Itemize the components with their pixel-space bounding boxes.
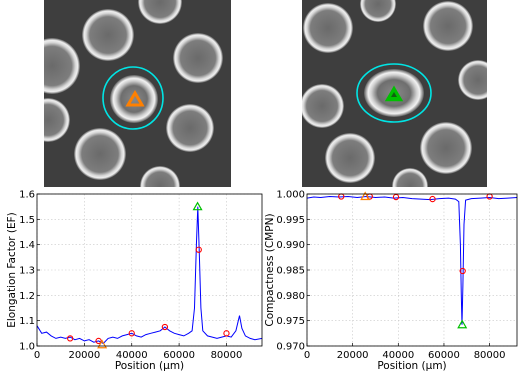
x-tick-label: 20000 <box>68 350 100 361</box>
fiber-cell <box>360 0 396 22</box>
fiber-cell <box>420 122 472 174</box>
green-triangle-marker-inner <box>391 92 397 97</box>
x-tick-label: 20000 <box>337 350 369 361</box>
y-tick-label: 1.000 <box>276 190 305 201</box>
y-tick-label: 0.975 <box>276 316 305 327</box>
red-circle-marker <box>67 335 74 342</box>
fiber-cell <box>44 98 70 142</box>
target-fiber-cell <box>110 75 158 123</box>
left-micrograph <box>44 0 231 187</box>
red-circle-marker <box>128 330 135 337</box>
y-tick-label: 1.1 <box>19 316 35 327</box>
x-tick-label: 0 <box>304 350 310 361</box>
fiber-cell <box>458 60 487 100</box>
x-tick-label: 40000 <box>116 350 148 361</box>
fiber-cell <box>173 33 223 83</box>
y-tick-label: 0.980 <box>276 291 305 302</box>
cyan-outline <box>356 63 432 123</box>
x-axis-label: Position (μm) <box>377 360 446 372</box>
orange-triangle-marker <box>360 191 371 201</box>
y-tick-label: 1.0 <box>19 342 35 353</box>
y-tick-label: 1.4 <box>19 240 35 251</box>
red-circle-marker <box>459 267 466 275</box>
fiber-cell <box>44 38 80 94</box>
y-tick-label: 1.5 <box>19 215 35 226</box>
right-micrograph <box>302 0 487 187</box>
x-tick-label: 0 <box>34 350 40 361</box>
y-tick-label: 0.990 <box>276 240 305 251</box>
x-tick-label: 80000 <box>474 350 506 361</box>
x-axis-label: Position (μm) <box>115 360 184 372</box>
x-tick-label: 80000 <box>211 350 243 361</box>
fiber-cell <box>325 133 375 183</box>
series-line <box>306 195 518 325</box>
green-triangle-marker <box>192 201 203 211</box>
red-circle-marker <box>429 195 436 203</box>
y-tick-label: 1.6 <box>19 190 35 201</box>
fiber-cell <box>74 128 126 180</box>
orange-triangle-marker <box>97 339 108 349</box>
cyan-outline <box>102 66 164 130</box>
fiber-cell <box>303 3 353 53</box>
fiber-cell <box>392 168 428 187</box>
y-tick-label: 1.3 <box>19 266 35 277</box>
y-tick-label: 1.2 <box>19 291 35 302</box>
x-tick-label: 60000 <box>428 350 460 361</box>
red-circle-marker <box>392 193 400 201</box>
y-tick-label: 0.970 <box>276 342 305 353</box>
orange-triangle-marker <box>125 90 145 107</box>
y-axis-label: Elongation Factor (EF) <box>6 212 18 328</box>
fiber-cell <box>166 104 214 152</box>
fiber-cell <box>138 0 182 24</box>
x-tick-label: 60000 <box>163 350 195 361</box>
fiber-cell <box>82 9 134 61</box>
red-circle-marker <box>95 337 102 345</box>
series-line <box>36 206 263 345</box>
y-tick-label: 0.995 <box>276 215 305 226</box>
fiber-cell <box>423 1 473 51</box>
green-triangle-marker <box>457 319 468 329</box>
red-circle-marker <box>195 246 202 253</box>
fiber-cell <box>302 84 344 128</box>
red-circle-marker <box>161 323 169 331</box>
y-axis-label: Compactness (CMPN) <box>264 213 276 326</box>
compactness-plot: 0 20000 40000 60000 80000 0.970 0.975 0.980 0.98… <box>264 190 518 372</box>
red-circle-marker <box>223 330 230 337</box>
x-tick-label: 40000 <box>382 350 414 361</box>
y-tick-label: 0.985 <box>276 266 305 277</box>
fiber-cell <box>140 166 180 187</box>
elongation-factor-plot: 0 20000 40000 60000 80000 1.0 1.1 1.2 1.3 1.4 1.5 1… <box>6 190 263 372</box>
